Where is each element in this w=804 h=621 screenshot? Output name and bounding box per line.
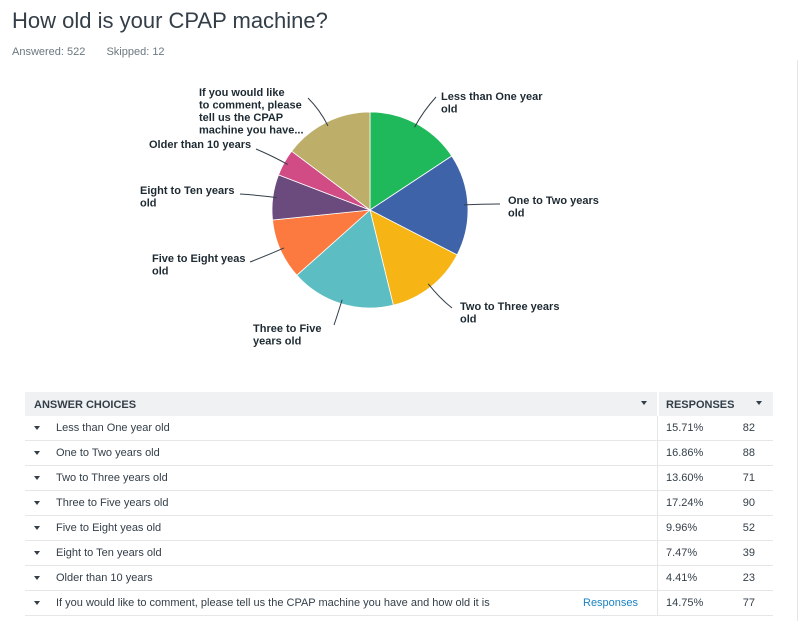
response-count: 90 — [742, 497, 755, 509]
pie-chart: Less than One year old One to Two years old… — [140, 87, 599, 348]
table-row: Five to Eight yeas old 9.96% 52 — [25, 516, 773, 541]
answer-choice-label: One to Two years old — [56, 447, 160, 459]
expand-row-icon[interactable] — [34, 501, 40, 505]
table-row: Eight to Ten years old 7.47% 39 — [25, 541, 773, 566]
column-divider — [657, 516, 658, 540]
response-count: 52 — [742, 522, 755, 534]
expand-row-icon[interactable] — [34, 526, 40, 530]
answer-choice-label: Eight to Ten years old — [56, 547, 162, 559]
expand-row-icon[interactable] — [34, 576, 40, 580]
answer-choice-label: Five to Eight yeas old — [56, 522, 162, 534]
answer-table: ANSWER CHOICES RESPONSES Less than One y… — [25, 392, 773, 616]
response-percent: 13.60% — [666, 472, 704, 484]
expand-row-icon[interactable] — [34, 601, 40, 605]
table-row: Less than One year old 15.71% 82 — [25, 416, 773, 441]
response-count: 77 — [742, 597, 755, 609]
expand-row-icon[interactable] — [34, 426, 40, 430]
header-responses[interactable]: RESPONSES — [666, 399, 735, 411]
leader-line-6 — [239, 193, 277, 199]
slice-label-6: Eight to Ten years old — [140, 185, 235, 210]
slice-label-7: Older than 10 years — [149, 139, 251, 151]
leader-line-3 — [427, 283, 453, 309]
leader-line-2 — [463, 203, 501, 206]
response-percent: 16.86% — [666, 447, 704, 459]
sort-choices-icon[interactable] — [641, 401, 647, 405]
response-count: 88 — [742, 447, 755, 459]
response-percent: 9.96% — [666, 522, 698, 534]
column-divider — [657, 591, 658, 615]
expand-row-icon[interactable] — [34, 476, 40, 480]
answer-choice-label: Older than 10 years — [56, 572, 153, 584]
slice-label-4: Three to Five years old — [253, 323, 321, 348]
answer-choice-label: Less than One year old — [56, 422, 170, 434]
table-row: If you would like to comment, please tel… — [25, 591, 773, 616]
answer-choice-label: Three to Five years old — [56, 497, 169, 509]
response-percent: 7.47% — [666, 547, 698, 559]
leader-line-5 — [249, 247, 285, 263]
response-count: 23 — [742, 572, 755, 584]
answer-choice-label: If you would like to comment, please tel… — [56, 597, 490, 609]
expand-row-icon[interactable] — [34, 451, 40, 455]
column-divider — [657, 491, 658, 515]
column-divider — [657, 441, 658, 465]
response-percent: 4.41% — [666, 572, 698, 584]
response-count: 71 — [742, 472, 755, 484]
skipped-count: Skipped: 12 — [106, 46, 165, 58]
column-divider — [657, 466, 658, 490]
table-row: Two to Three years old 13.60% 71 — [25, 466, 773, 491]
slice-label-2: One to Two years old — [508, 195, 599, 220]
expand-row-icon[interactable] — [34, 551, 40, 555]
response-count: 82 — [742, 422, 755, 434]
leader-line-8 — [307, 97, 329, 127]
answer-choice-label: Two to Three years old — [56, 472, 168, 484]
sort-responses-icon[interactable] — [756, 401, 762, 405]
question-title: How old is your CPAP machine? — [12, 8, 328, 33]
slice-label-3: Two to Three years old — [460, 301, 559, 326]
slice-label-8: If you would like to comment, please tell … — [199, 87, 304, 137]
response-percent: 17.24% — [666, 497, 704, 509]
response-percent: 15.71% — [666, 422, 704, 434]
leader-line-7 — [255, 148, 288, 165]
panel-border — [797, 60, 798, 621]
table-row: Three to Five years old 17.24% 90 — [25, 491, 773, 516]
response-percent: 14.75% — [666, 597, 704, 609]
response-count: 39 — [742, 547, 755, 559]
slice-label-1: Less than One year old — [441, 91, 543, 116]
table-row: One to Two years old 16.86% 88 — [25, 441, 773, 466]
header-answer-choices[interactable]: ANSWER CHOICES — [34, 399, 137, 411]
table-header: ANSWER CHOICES RESPONSES — [25, 392, 773, 416]
header-divider — [657, 392, 659, 416]
slice-label-5: Five to Eight yeas old — [152, 253, 246, 278]
column-divider — [657, 566, 658, 590]
answered-count: Answered: 522 — [12, 46, 86, 58]
leader-line-1 — [414, 96, 437, 128]
responses-link[interactable]: Responses — [583, 597, 639, 609]
column-divider — [657, 416, 658, 440]
table-row: Older than 10 years 4.41% 23 — [25, 566, 773, 591]
leader-line-4 — [333, 299, 343, 326]
response-stats: Answered: 522 Skipped: 12 — [12, 46, 183, 58]
column-divider — [657, 541, 658, 565]
